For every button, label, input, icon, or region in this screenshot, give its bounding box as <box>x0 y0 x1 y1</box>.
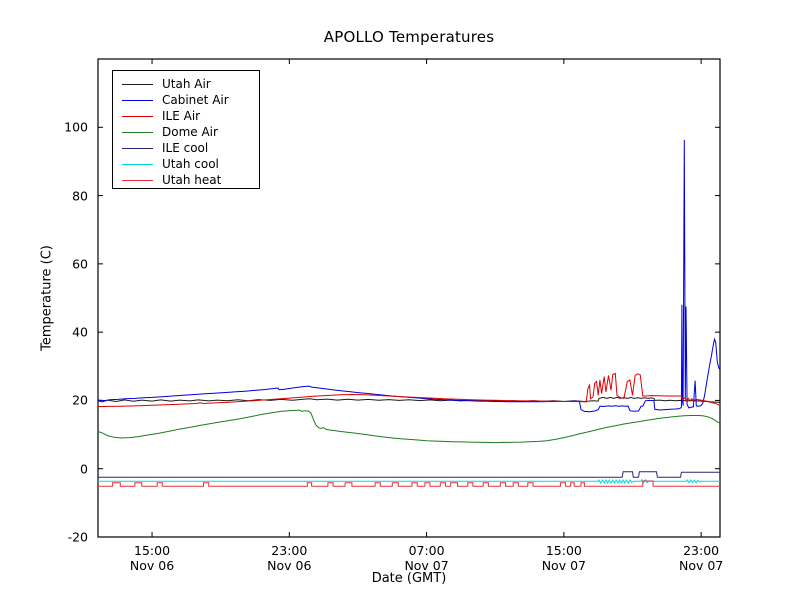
series-line-utah-heat <box>98 480 720 487</box>
series-line-dome-air <box>97 409 721 444</box>
series-line-utah-cool <box>98 478 720 485</box>
y-tick-label: 60 <box>72 256 88 272</box>
series-line-utah-air <box>97 396 721 403</box>
chart-title: APOLLO Temperatures <box>323 28 495 46</box>
y-tick-label: 80 <box>72 188 88 204</box>
y-tick-label: 20 <box>72 392 88 408</box>
legend-entry-ile-cool: ILE cool <box>113 140 259 156</box>
legend-label: ILE cool <box>162 141 209 155</box>
x-tick-label: 23:00 Nov 07 <box>678 543 724 573</box>
y-tick-label: 100 <box>64 119 88 135</box>
legend-label: ILE Air <box>162 109 201 123</box>
x-tick-label: 07:00 Nov 07 <box>404 543 449 573</box>
legend-line-swatch <box>122 179 153 181</box>
legend-line-swatch <box>122 131 153 133</box>
legend: Utah Air Cabinet Air ILE Air Dome Air ILE co… <box>112 70 260 189</box>
series-line-ile-air <box>97 372 721 408</box>
legend-label: Dome Air <box>162 125 218 139</box>
legend-label: Cabinet Air <box>162 93 229 107</box>
y-tick-label: 40 <box>72 324 88 340</box>
legend-label: Utah cool <box>162 157 219 171</box>
legend-entry-dome-air: Dome Air <box>113 124 259 140</box>
legend-label: Utah Air <box>162 77 211 91</box>
legend-entry-utah-air: Utah Air <box>113 76 259 92</box>
x-tick-label: 23:00 Nov 06 <box>267 543 312 573</box>
legend-label: Utah heat <box>162 173 222 187</box>
legend-line-swatch <box>122 147 153 149</box>
legend-line-swatch <box>122 163 153 165</box>
y-tick-label: -20 <box>67 529 88 545</box>
axes-frame <box>97 58 721 538</box>
legend-entry-utah-heat: Utah heat <box>113 172 259 188</box>
legend-entry-ile-air: ILE Air <box>113 108 259 124</box>
x-tick-label: 15:00 Nov 06 <box>129 543 175 573</box>
legend-line-swatch <box>122 115 153 117</box>
legend-entry-utah-cool: Utah cool <box>113 156 259 172</box>
legend-entry-cabinet-air: Cabinet Air <box>113 92 259 108</box>
series-line-ile-cool <box>98 471 720 478</box>
legend-line-swatch <box>122 99 153 101</box>
legend-line-swatch <box>122 83 153 85</box>
x-tick-label: 15:00 Nov 07 <box>541 543 586 573</box>
x-axis-label: Date (GMT) <box>371 571 447 586</box>
y-tick-label: 0 <box>80 461 88 477</box>
legend-items: Utah Air Cabinet Air ILE Air Dome Air ILE co… <box>113 76 259 188</box>
